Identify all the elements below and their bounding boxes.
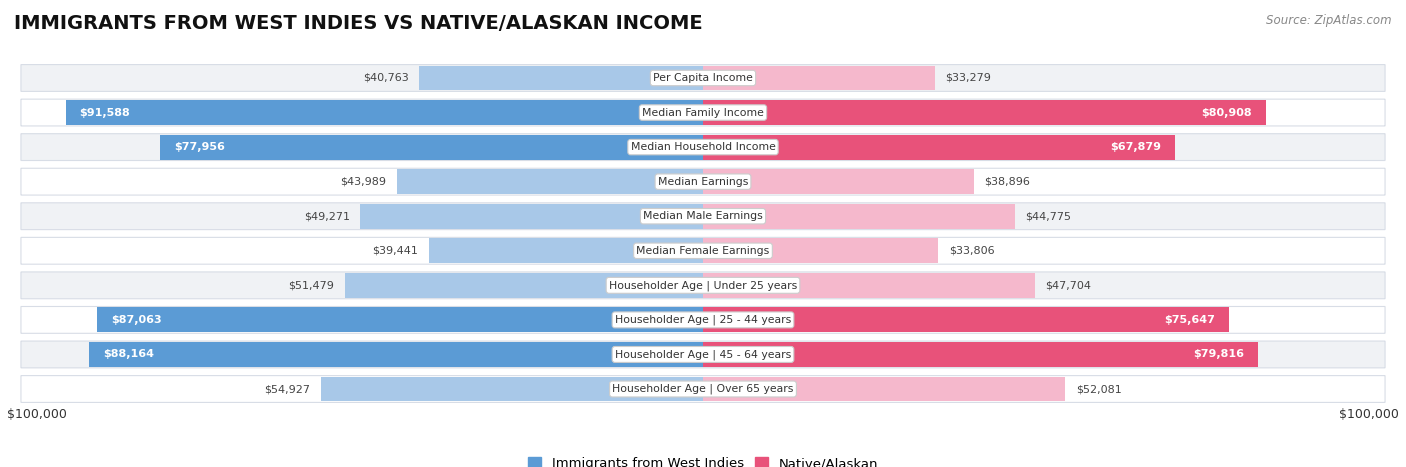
Bar bbox=[703, 134, 1175, 160]
Text: $80,908: $80,908 bbox=[1202, 107, 1253, 118]
Text: Householder Age | 25 - 44 years: Householder Age | 25 - 44 years bbox=[614, 315, 792, 325]
Text: $75,647: $75,647 bbox=[1164, 315, 1216, 325]
Bar bbox=[703, 273, 1035, 298]
Text: Median Earnings: Median Earnings bbox=[658, 177, 748, 187]
Text: $44,775: $44,775 bbox=[1025, 211, 1071, 221]
Bar bbox=[703, 204, 1015, 229]
FancyBboxPatch shape bbox=[21, 203, 1385, 230]
Bar bbox=[321, 376, 703, 402]
Text: Householder Age | 45 - 64 years: Householder Age | 45 - 64 years bbox=[614, 349, 792, 360]
Text: $43,989: $43,989 bbox=[340, 177, 387, 187]
Text: IMMIGRANTS FROM WEST INDIES VS NATIVE/ALASKAN INCOME: IMMIGRANTS FROM WEST INDIES VS NATIVE/AL… bbox=[14, 14, 703, 33]
Text: Median Family Income: Median Family Income bbox=[643, 107, 763, 118]
Legend: Immigrants from West Indies, Native/Alaskan: Immigrants from West Indies, Native/Alas… bbox=[523, 452, 883, 467]
FancyBboxPatch shape bbox=[21, 375, 1385, 403]
Bar bbox=[703, 169, 974, 194]
Bar bbox=[344, 273, 703, 298]
Bar bbox=[66, 100, 703, 125]
FancyBboxPatch shape bbox=[21, 306, 1385, 333]
Text: $77,956: $77,956 bbox=[174, 142, 225, 152]
Bar bbox=[703, 376, 1066, 402]
Text: $54,927: $54,927 bbox=[264, 384, 311, 394]
FancyBboxPatch shape bbox=[21, 168, 1385, 195]
FancyBboxPatch shape bbox=[21, 134, 1385, 161]
Text: Median Female Earnings: Median Female Earnings bbox=[637, 246, 769, 256]
Bar bbox=[160, 134, 703, 160]
FancyBboxPatch shape bbox=[21, 272, 1385, 299]
Text: Per Capita Income: Per Capita Income bbox=[652, 73, 754, 83]
Text: $38,896: $38,896 bbox=[984, 177, 1031, 187]
FancyBboxPatch shape bbox=[21, 237, 1385, 264]
Bar bbox=[360, 204, 703, 229]
Text: $47,704: $47,704 bbox=[1046, 280, 1091, 290]
Text: $52,081: $52,081 bbox=[1076, 384, 1122, 394]
Text: $51,479: $51,479 bbox=[288, 280, 335, 290]
Text: $40,763: $40,763 bbox=[363, 73, 409, 83]
Text: Householder Age | Under 25 years: Householder Age | Under 25 years bbox=[609, 280, 797, 290]
Text: $100,000: $100,000 bbox=[1339, 408, 1399, 421]
Bar bbox=[703, 100, 1265, 125]
Text: $100,000: $100,000 bbox=[7, 408, 67, 421]
Bar bbox=[396, 169, 703, 194]
Text: Median Male Earnings: Median Male Earnings bbox=[643, 211, 763, 221]
Bar bbox=[703, 238, 938, 263]
Text: Source: ZipAtlas.com: Source: ZipAtlas.com bbox=[1267, 14, 1392, 27]
Bar bbox=[97, 307, 703, 333]
Bar bbox=[703, 342, 1258, 367]
Text: $49,271: $49,271 bbox=[304, 211, 350, 221]
Text: $87,063: $87,063 bbox=[111, 315, 162, 325]
Text: Median Household Income: Median Household Income bbox=[630, 142, 776, 152]
FancyBboxPatch shape bbox=[21, 341, 1385, 368]
Text: $39,441: $39,441 bbox=[373, 246, 418, 256]
Text: Householder Age | Over 65 years: Householder Age | Over 65 years bbox=[612, 384, 794, 394]
Bar bbox=[419, 65, 703, 91]
Text: $88,164: $88,164 bbox=[103, 349, 155, 360]
Bar bbox=[703, 65, 935, 91]
Text: $33,806: $33,806 bbox=[949, 246, 994, 256]
FancyBboxPatch shape bbox=[21, 99, 1385, 126]
Text: $33,279: $33,279 bbox=[945, 73, 991, 83]
FancyBboxPatch shape bbox=[21, 64, 1385, 92]
Text: $91,588: $91,588 bbox=[80, 107, 131, 118]
Bar bbox=[429, 238, 703, 263]
Text: $79,816: $79,816 bbox=[1194, 349, 1244, 360]
Text: $67,879: $67,879 bbox=[1111, 142, 1161, 152]
Bar bbox=[90, 342, 703, 367]
Bar bbox=[703, 307, 1229, 333]
